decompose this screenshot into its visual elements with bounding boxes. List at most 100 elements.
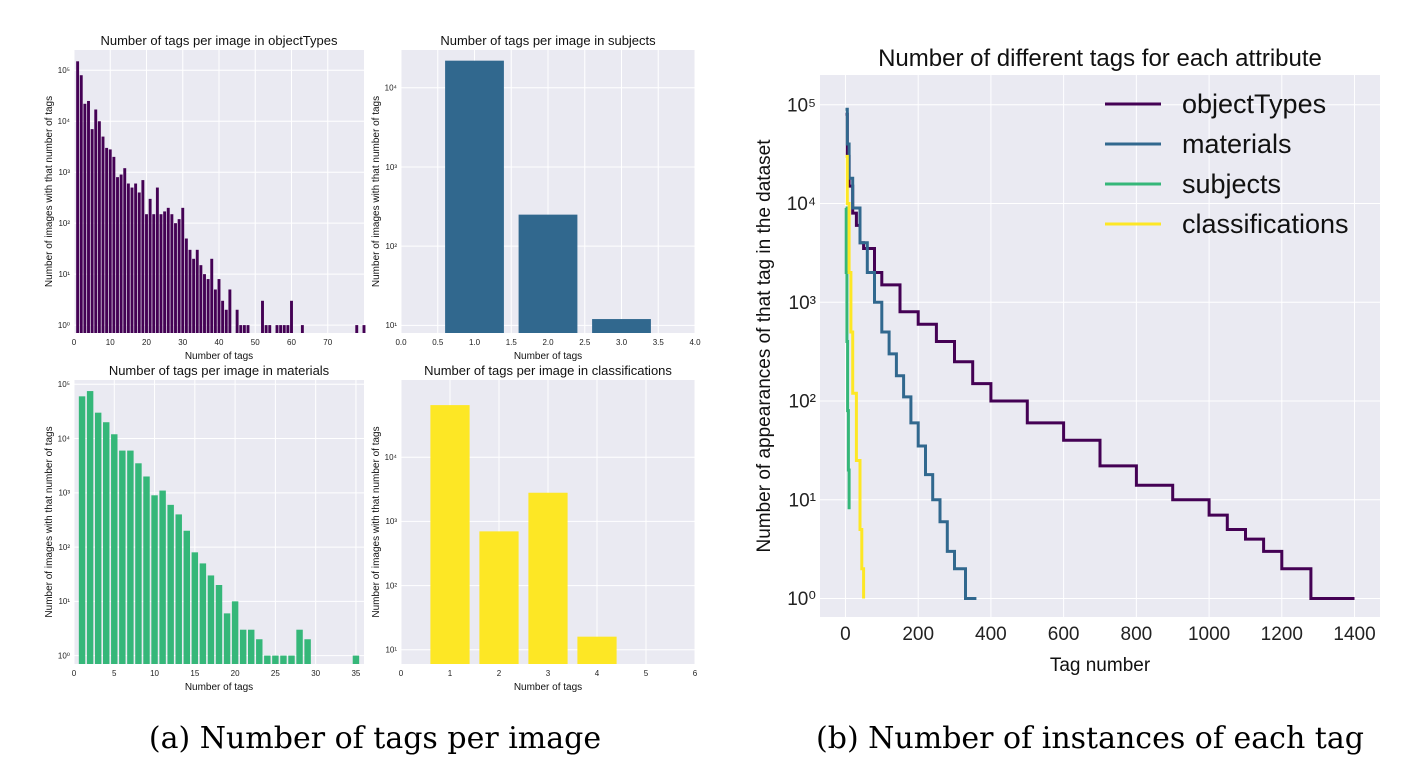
objectTypes-bar xyxy=(261,300,264,333)
objectTypes-bar xyxy=(217,279,221,333)
charts-layer: 0 10 20 30 40 50 60 7010⁰10¹10²10³10⁴10⁵Number … xyxy=(44,33,1380,693)
materials-y-tick-label: 10⁵ xyxy=(58,380,70,389)
objectTypes-bar xyxy=(300,325,304,333)
materials-bar xyxy=(143,476,150,664)
materials-x-tick-label: 30 xyxy=(311,669,320,678)
objectTypes-bar xyxy=(90,129,94,333)
objectTypes-y-axis-label: Number of images with that number of tag… xyxy=(44,96,55,287)
objectTypes-bar xyxy=(362,325,366,333)
objectTypes-bar xyxy=(206,279,210,333)
objectTypes-bar xyxy=(94,109,98,333)
materials-x-tick-label: 25 xyxy=(271,669,280,678)
objectTypes-bar xyxy=(188,249,192,333)
materials-bar xyxy=(175,514,182,664)
instances-series-line-subjects xyxy=(844,206,851,510)
objectTypes-bar xyxy=(159,214,163,333)
materials-bar xyxy=(151,495,158,664)
materials-bar xyxy=(223,613,231,664)
instances-x-tick-label: 1400 xyxy=(1333,624,1375,645)
materials-bar xyxy=(304,639,311,664)
materials-x-tick-label: 5 xyxy=(112,669,117,678)
objectTypes-bar xyxy=(282,325,286,333)
objectTypes-bar xyxy=(290,300,293,333)
objectTypes-bar xyxy=(210,258,214,333)
objectTypes-x-tick-label: 30 xyxy=(178,338,187,347)
subjects-bar xyxy=(445,60,504,333)
instances-plot-area xyxy=(820,75,1380,617)
objectTypes-bar xyxy=(163,211,167,333)
materials-bar xyxy=(183,530,190,664)
instances-legend-label-subjects: subjects xyxy=(1182,169,1281,199)
subjects-x-tick-label: 2.5 xyxy=(579,338,591,347)
materials-bar xyxy=(127,450,134,664)
objectTypes-bar xyxy=(130,187,134,333)
objectTypes-bar xyxy=(79,75,83,334)
subjects-x-tick-label: 0.5 xyxy=(432,338,444,347)
objectTypes-y-tick-label: 10¹ xyxy=(58,270,70,279)
instances-x-tick-label: 0 xyxy=(840,624,851,645)
subjects-y-tick-label: 10³ xyxy=(385,163,397,172)
objectTypes-bar xyxy=(155,187,159,333)
objectTypes-x-tick-label: 60 xyxy=(287,338,296,347)
materials-bar xyxy=(231,601,239,664)
materials-bar xyxy=(135,463,142,664)
objectTypes-bar xyxy=(268,325,272,333)
objectTypes-bar xyxy=(126,183,130,333)
objectTypes-bar xyxy=(116,177,119,333)
subjects-x-tick-label: 4.0 xyxy=(689,338,701,347)
objectTypes-bar xyxy=(170,214,174,333)
instances-x-tick-label: 600 xyxy=(1048,624,1080,645)
materials-bar xyxy=(103,422,110,664)
instances-x-tick-label: 200 xyxy=(902,624,934,645)
instances-x-axis-label: Tag number xyxy=(1050,655,1151,676)
objectTypes-y-tick-label: 10⁵ xyxy=(58,66,70,75)
objectTypes-bar xyxy=(105,147,109,333)
materials-bar xyxy=(248,629,255,664)
objectTypes-x-tick-label: 70 xyxy=(323,338,332,347)
objectTypes-bar xyxy=(286,325,290,333)
subjects-x-tick-label: 1.5 xyxy=(506,338,518,347)
objectTypes-bar xyxy=(152,214,156,333)
objectTypes-bar xyxy=(199,265,203,333)
objectTypes-bar xyxy=(83,103,87,333)
objectTypes-chart-title: Number of tags per image in objectTypes xyxy=(100,33,338,48)
objectTypes-x-tick-label: 40 xyxy=(215,338,224,347)
objectTypes-bar xyxy=(108,149,112,333)
classifications-y-tick-label: 10³ xyxy=(385,517,397,526)
instances-series-line-classifications xyxy=(845,154,866,599)
objectTypes-x-axis-label: Number of tags xyxy=(185,351,253,362)
classifications-bar xyxy=(577,636,617,664)
subjects-chart-title: Number of tags per image in subjects xyxy=(440,33,656,48)
classifications-x-tick-label: 4 xyxy=(595,669,600,678)
subjects-bar xyxy=(518,214,578,333)
caption-a: (a) Number of tags per image xyxy=(149,721,601,756)
materials-y-axis-label: Number of images with that number of tag… xyxy=(44,426,55,617)
materials-x-tick-label: 10 xyxy=(150,669,159,678)
objectTypes-x-tick-label: 10 xyxy=(106,338,115,347)
objectTypes-bar xyxy=(239,325,243,333)
materials-y-tick-label: 10² xyxy=(58,543,70,552)
objectTypes-bar xyxy=(112,156,116,333)
materials-y-tick-label: 10³ xyxy=(58,489,70,498)
materials-bar xyxy=(272,655,279,664)
classifications-x-tick-label: 5 xyxy=(644,669,649,678)
objectTypes-y-tick-label: 10² xyxy=(58,219,70,228)
objectTypes-x-tick-label: 20 xyxy=(142,338,151,347)
materials-bar xyxy=(191,552,199,664)
objectTypes-bar xyxy=(246,325,250,333)
subjects-x-tick-label: 3.0 xyxy=(616,338,628,347)
instances-y-tick-label: 10⁴ xyxy=(787,194,816,215)
classifications-x-tick-label: 6 xyxy=(693,669,698,678)
objectTypes-bar xyxy=(174,223,177,333)
classifications-y-tick-label: 10² xyxy=(385,581,397,590)
classifications-x-tick-label: 3 xyxy=(546,669,551,678)
materials-x-axis-label: Number of tags xyxy=(185,682,253,693)
classifications-x-tick-label: 1 xyxy=(448,669,453,678)
instances-y-axis-label: Number of appearances of that tag in the… xyxy=(754,139,775,553)
materials-bar xyxy=(119,450,126,664)
instances-chart-title: Number of different tags for each attrib… xyxy=(878,45,1322,72)
materials-x-tick-label: 0 xyxy=(72,669,77,678)
classifications-x-tick-label: 0 xyxy=(399,669,404,678)
classifications-x-tick-label: 2 xyxy=(497,669,502,678)
objectTypes-bar xyxy=(242,325,246,333)
